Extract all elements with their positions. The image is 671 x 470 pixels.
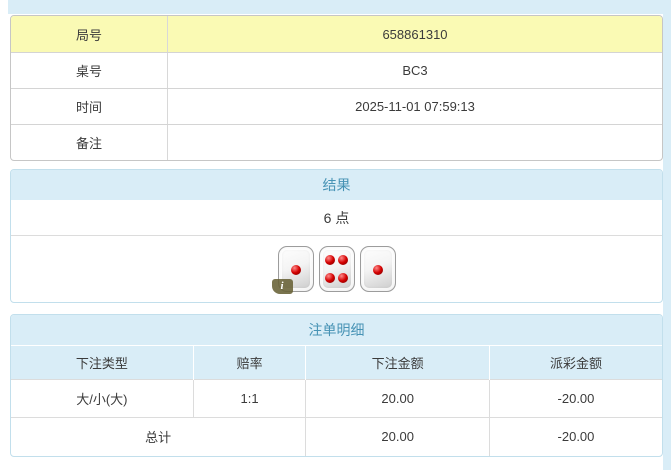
table-number-label: 桌号: [11, 53, 168, 88]
result-points: 6 点: [11, 200, 662, 236]
table-row-game-number: 局号 658861310: [11, 16, 662, 52]
dice-group[interactable]: i: [11, 236, 662, 302]
table-row-table-number: 桌号 BC3: [11, 52, 662, 88]
result-panel: 结果 6 点 i: [10, 169, 663, 303]
die-pip: [325, 255, 336, 266]
remark-label: 备注: [11, 125, 168, 160]
table-number-value: BC3: [402, 63, 428, 78]
bets-panel: 注单明细 下注类型 赔率 下注金额 派彩金额 大/小(大) 1:1 20.00: [10, 314, 663, 457]
bet-type-cell: 大/小(大): [11, 379, 194, 418]
game-number-value: 658861310: [382, 26, 448, 42]
total-bet-amount-cell: 20.00: [305, 417, 490, 456]
die-pip: [372, 264, 383, 275]
bet-payout-cell: -20.00: [488, 379, 662, 418]
column-header-bet-type: 下注类型: [11, 345, 194, 380]
bets-header-row: 下注类型 赔率 下注金额 派彩金额: [11, 345, 662, 380]
time-value: 2025-11-01 07:59:13: [355, 99, 475, 114]
die-3-value-1: [359, 246, 396, 292]
game-number-label: 局号: [11, 16, 168, 52]
right-background-strip: [663, 0, 671, 470]
bet-odds-cell: 1:1: [192, 379, 306, 418]
content-area: 局号 658861310 桌号 BC3 时间 2025-11-01 07:59:…: [10, 15, 663, 457]
remark-value: [168, 125, 662, 160]
bets-panel-title: 注单明细: [11, 315, 662, 345]
total-label-cell: 总计: [11, 417, 306, 456]
top-header-strip: [8, 0, 671, 14]
die-pip: [290, 264, 301, 275]
bet-amount-cell: 20.00: [305, 379, 490, 418]
die-pip: [337, 272, 348, 283]
table-row-time: 时间 2025-11-01 07:59:13: [11, 88, 662, 124]
die-pip: [337, 255, 348, 266]
time-label: 时间: [11, 89, 168, 124]
info-icon[interactable]: i: [271, 279, 293, 294]
total-payout-cell: -20.00: [488, 417, 662, 456]
column-header-bet-amount: 下注金额: [305, 345, 490, 380]
die-pip: [325, 272, 336, 283]
bets-table: 下注类型 赔率 下注金额 派彩金额 大/小(大) 1:1 20.00 -20.0…: [11, 345, 662, 456]
die-2-value-4: [318, 246, 355, 292]
table-row-remark: 备注: [11, 124, 662, 160]
result-panel-title: 结果: [11, 170, 662, 200]
column-header-payout: 派彩金额: [488, 345, 662, 380]
table-row-total: 总计 20.00 -20.00: [11, 417, 662, 456]
game-info-table: 局号 658861310 桌号 BC3 时间 2025-11-01 07:59:…: [10, 15, 663, 161]
table-row-bet: 大/小(大) 1:1 20.00 -20.00: [11, 379, 662, 418]
die-1-value-1: i: [271, 246, 314, 294]
column-header-odds: 赔率: [192, 345, 306, 380]
